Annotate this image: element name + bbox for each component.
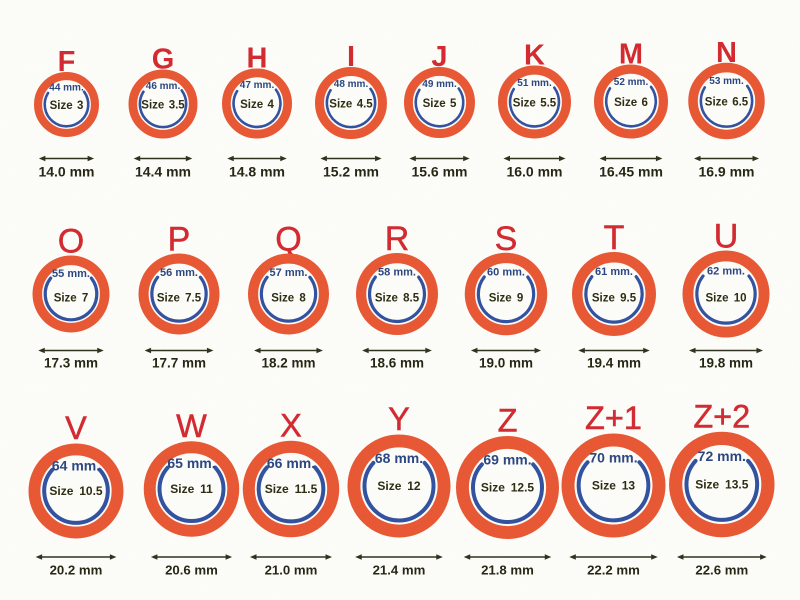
ring-size-chart: F44 mm.Size 314.0 mmG46 mm.Size 3.514.4 … [0,0,800,600]
noise-overlay [0,0,800,600]
ring-size-chart-svg: F44 mm.Size 314.0 mmG46 mm.Size 3.514.4 … [0,0,800,600]
